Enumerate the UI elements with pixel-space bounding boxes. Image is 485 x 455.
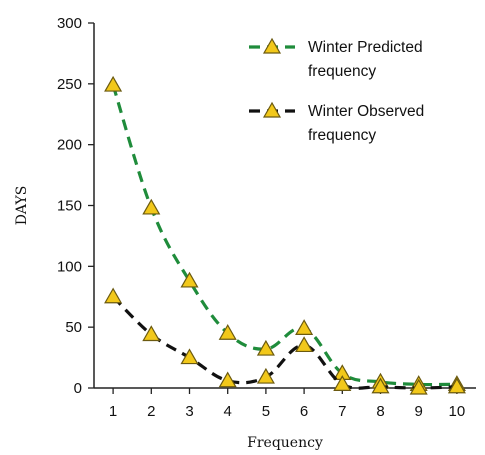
x-axis-title: Frequency	[247, 435, 323, 451]
data-point-marker	[218, 324, 237, 340]
legend-label: frequency	[308, 127, 376, 144]
y-axis: 0 50 100 150 200 250 300	[57, 15, 95, 397]
data-point-marker	[295, 336, 314, 353]
y-tick-label: 250	[57, 76, 82, 93]
x-tick-label: 1	[109, 403, 117, 420]
x-tick-label: 4	[224, 403, 232, 420]
y-tick-label: 0	[74, 380, 82, 397]
data-point-marker	[333, 375, 352, 391]
data-point-marker	[409, 378, 428, 395]
y-tick-label: 150	[57, 198, 82, 215]
data-point-marker	[142, 198, 161, 215]
data-point-marker	[256, 367, 275, 384]
legend-label: Winter Predicted	[308, 39, 423, 56]
data-point-marker	[218, 371, 237, 388]
x-tick-label: 10	[449, 403, 466, 420]
legend-marker-swatch	[262, 101, 282, 118]
x-tick-label: 8	[376, 403, 384, 420]
legend-label: frequency	[308, 63, 376, 80]
x-tick-label: 5	[262, 403, 270, 420]
y-tick-label: 100	[57, 258, 82, 275]
data-point-marker	[142, 325, 161, 342]
legend-item-predicted: Winter Predicted frequency	[249, 37, 423, 80]
series-line	[111, 295, 457, 390]
legend-label: Winter Observed	[308, 103, 424, 120]
x-tick-label: 6	[300, 403, 308, 420]
y-axis-title: DAYS	[14, 186, 30, 226]
x-tick-label: 7	[338, 403, 346, 420]
y-tick-label: 300	[57, 15, 82, 32]
x-tick-label: 9	[415, 403, 423, 420]
data-point-marker	[104, 75, 123, 92]
series-line	[111, 84, 457, 387]
data-point-marker	[371, 377, 390, 394]
series-observed	[104, 287, 466, 395]
data-point-marker	[295, 319, 314, 335]
x-tick-label: 2	[147, 403, 155, 420]
x-tick-label: 3	[185, 403, 193, 420]
legend-item-observed: Winter Observed frequency	[249, 101, 424, 144]
data-point-marker	[180, 271, 199, 288]
series-predicted	[104, 75, 466, 391]
legend-marker-swatch	[262, 37, 282, 54]
data-point-marker	[447, 377, 466, 394]
series-layer	[104, 75, 466, 395]
data-point-marker	[180, 348, 199, 365]
data-point-marker	[104, 287, 123, 304]
y-tick-label: 200	[57, 137, 82, 154]
data-point-marker	[256, 339, 275, 356]
y-tick-label: 50	[65, 319, 82, 336]
